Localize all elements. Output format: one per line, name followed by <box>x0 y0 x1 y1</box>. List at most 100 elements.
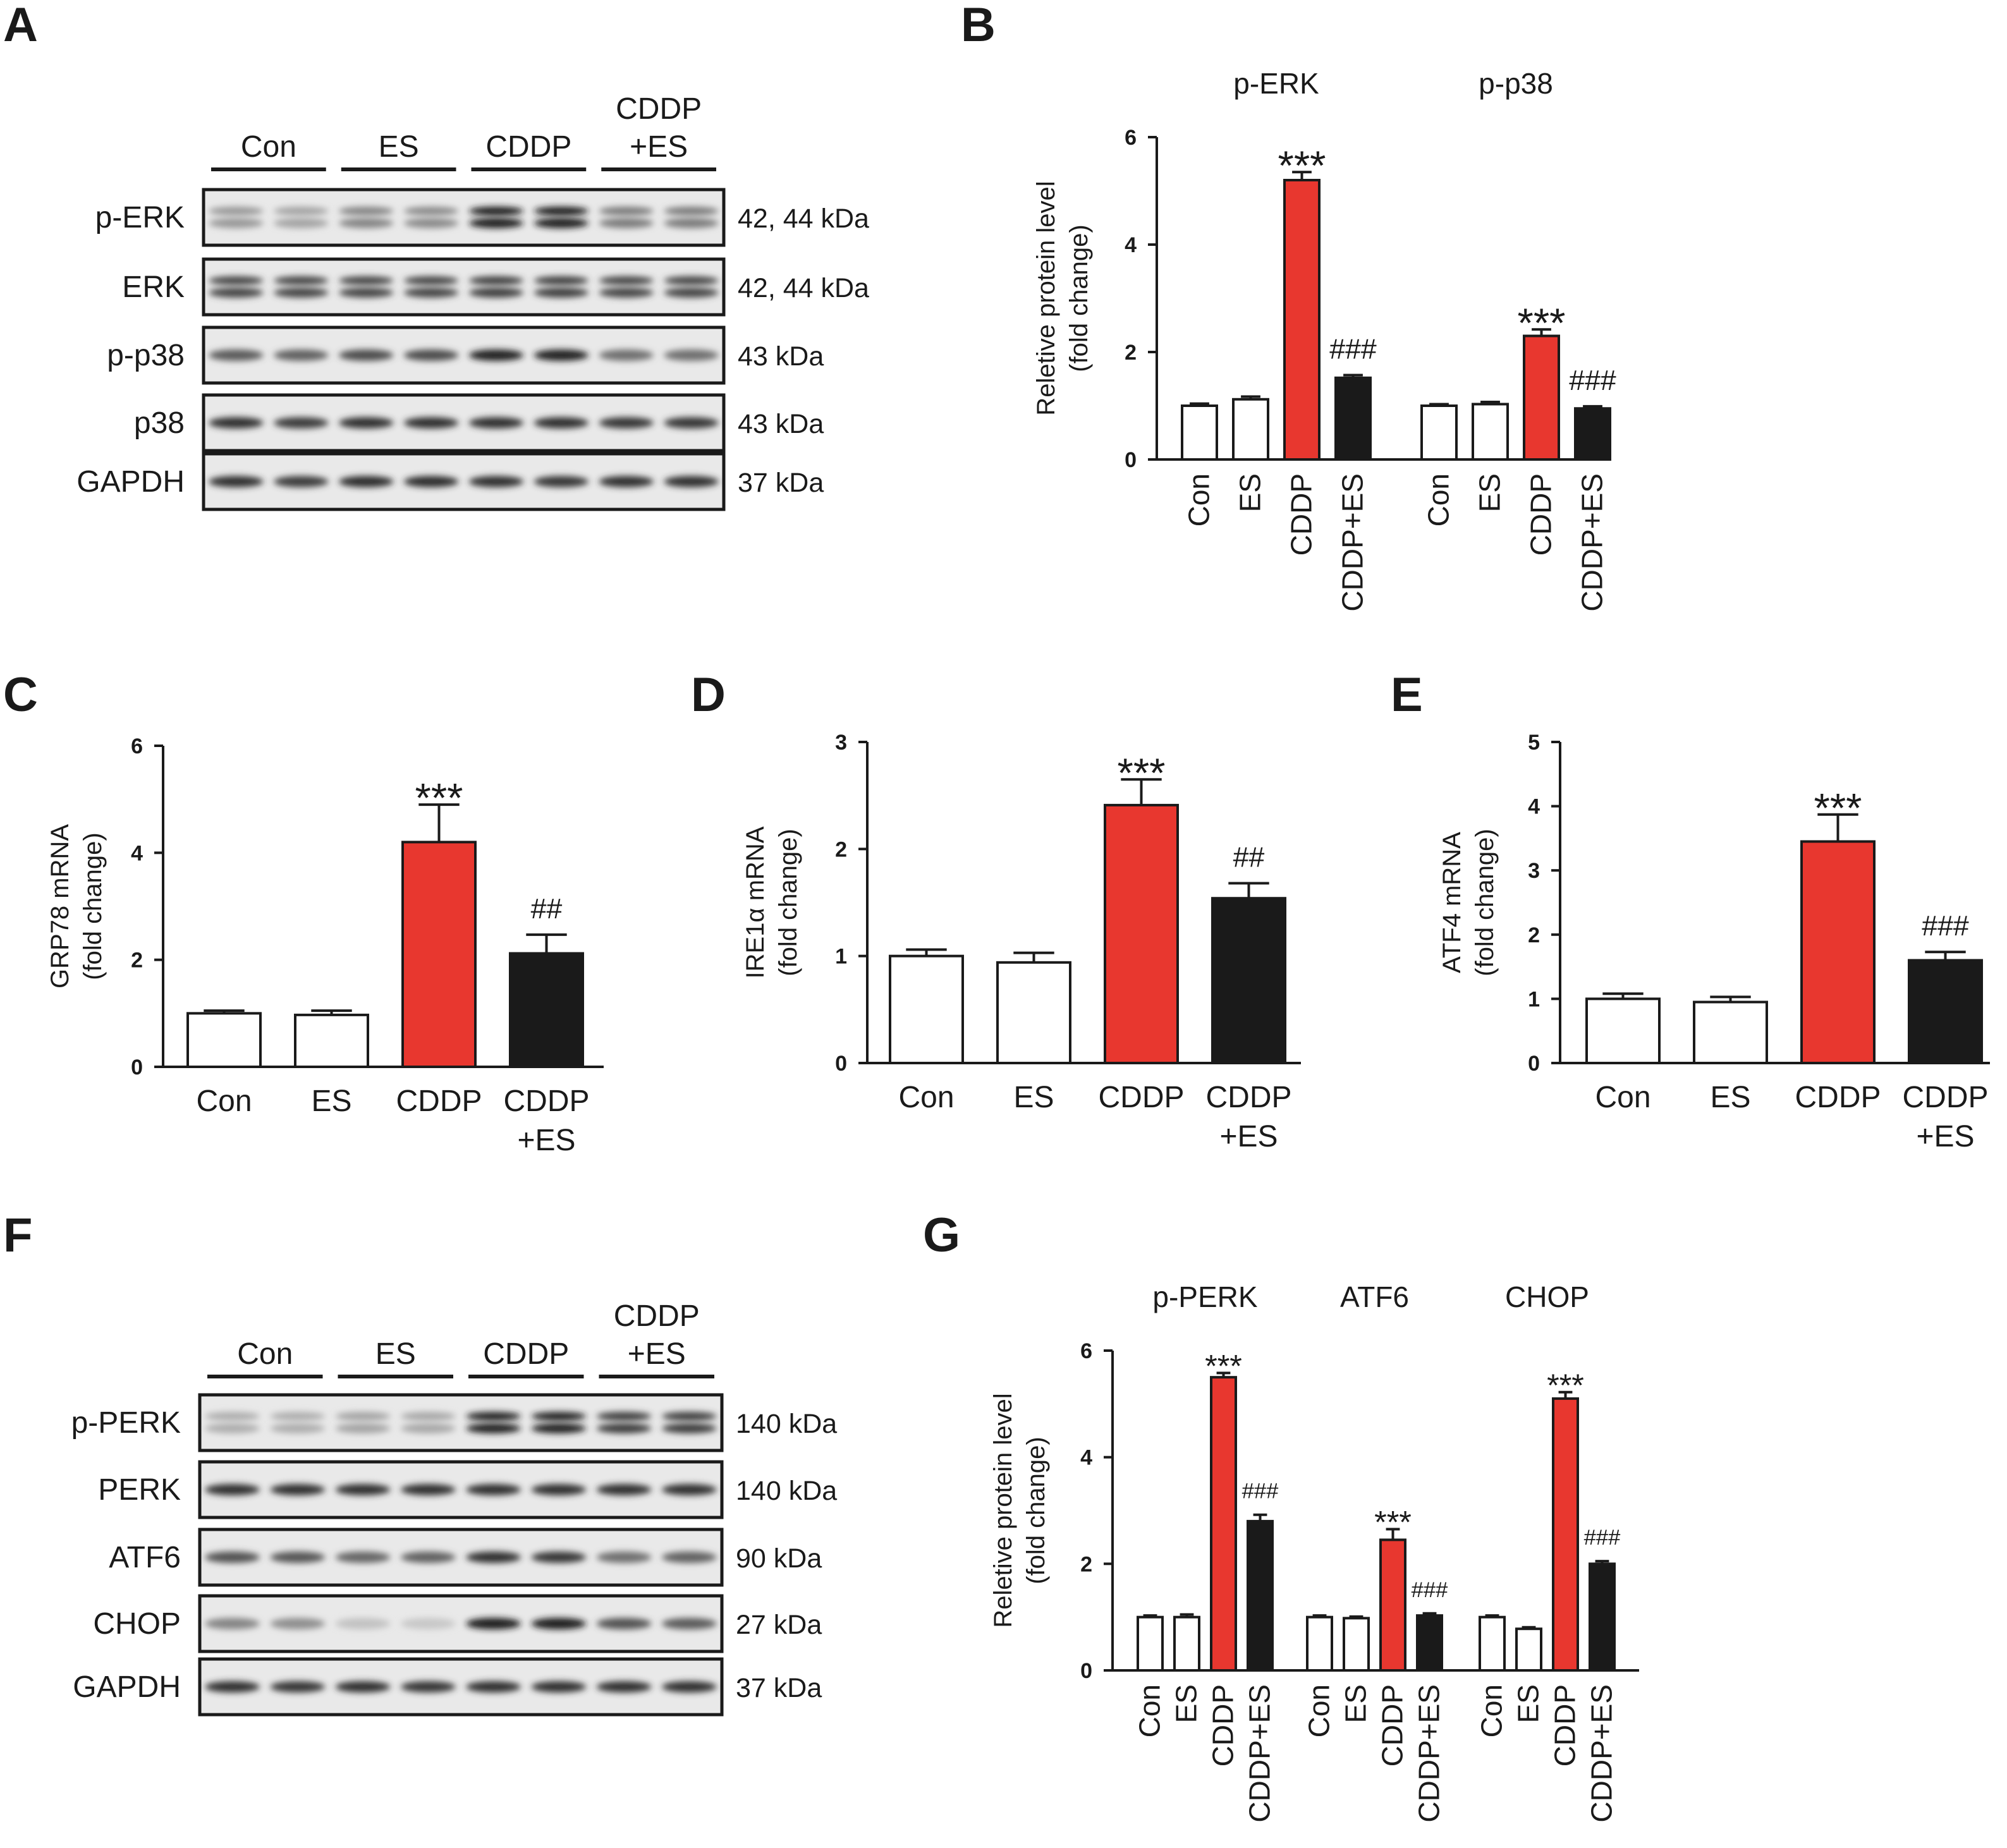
significance-stars: *** <box>1518 300 1566 346</box>
bar <box>1693 1000 1768 1064</box>
y-tick-label: 4 <box>1528 795 1540 819</box>
band <box>335 1618 391 1629</box>
bar <box>509 952 584 1069</box>
bar <box>1306 1615 1333 1672</box>
band <box>534 476 589 487</box>
x-tick-label: CDDP <box>1098 1081 1184 1114</box>
band <box>338 350 394 361</box>
group-label: CDDP <box>485 130 571 164</box>
blot-frame <box>202 257 726 317</box>
bar <box>1334 376 1372 461</box>
x-tick-label: CDDP <box>1525 473 1558 556</box>
y-tick-label: 0 <box>835 1052 847 1076</box>
y-tick-label: 0 <box>131 1055 143 1079</box>
band <box>599 417 654 429</box>
y-tick-label: 4 <box>1125 233 1137 257</box>
band <box>401 1618 456 1629</box>
band <box>664 207 719 216</box>
significance-hash: ### <box>1412 1578 1448 1602</box>
significance-hash: ## <box>1233 842 1265 873</box>
x-tick-label: CDDP+ES <box>1336 473 1369 612</box>
significance-hash: ## <box>531 894 563 925</box>
panel-label-e: E <box>1391 668 1423 722</box>
band <box>205 1618 260 1629</box>
band <box>274 218 329 228</box>
group-title: p-ERK <box>1233 67 1319 100</box>
x-tick-label: ES <box>1512 1684 1545 1723</box>
band <box>338 218 394 228</box>
y-tick-label: 0 <box>1125 448 1137 472</box>
band <box>662 1552 717 1563</box>
band <box>403 288 459 298</box>
y-axis-label: (fold change) <box>774 829 802 976</box>
band <box>664 476 719 487</box>
significance-hash: ### <box>1922 911 1969 942</box>
band <box>662 1484 717 1495</box>
y-tick-label: 3 <box>1528 859 1540 883</box>
band <box>596 1681 652 1693</box>
x-tick-label: Con <box>898 1081 954 1114</box>
group-title: ATF6 <box>1340 1280 1409 1313</box>
bar <box>1181 404 1218 461</box>
x-tick-label: CDDP <box>1795 1081 1881 1114</box>
band <box>335 1412 391 1421</box>
blot-size-label: 42, 44 kDa <box>738 204 869 234</box>
band <box>338 207 394 216</box>
band <box>209 350 264 361</box>
group-label: +ES <box>628 1337 686 1371</box>
x-tick-label: +ES <box>1219 1120 1278 1153</box>
chart-g: 0 2 4 6 Reletive protein level (fold change) p… <box>989 1280 1639 1823</box>
x-tick-label: ES <box>1710 1081 1750 1114</box>
y-tick-label: 0 <box>1528 1052 1540 1076</box>
bar <box>1283 179 1321 461</box>
x-tick-label: ES <box>311 1085 351 1118</box>
band <box>209 417 264 429</box>
bar <box>1173 1615 1200 1672</box>
band <box>338 276 394 285</box>
group-title: CHOP <box>1505 1280 1589 1313</box>
group-title: p-p38 <box>1479 67 1553 100</box>
band <box>534 218 589 228</box>
bar <box>1104 803 1179 1064</box>
blot-size-label: 140 kDa <box>736 1476 837 1506</box>
x-tick-label: CDDP <box>1205 1081 1291 1114</box>
panel-label-b: B <box>961 0 996 52</box>
significance-hash: ### <box>1329 334 1377 365</box>
bar <box>1232 398 1269 461</box>
band <box>274 288 329 298</box>
chart-c: 0 2 4 6 GRP78 mRNA (fold change) Con ES *** CDDP #… <box>46 734 604 1157</box>
band <box>534 207 589 216</box>
band <box>599 288 654 298</box>
bar <box>1515 1627 1542 1672</box>
band <box>468 207 524 216</box>
panel-label-c: C <box>3 668 38 722</box>
blot-frame <box>198 1393 724 1452</box>
y-axis-label: (fold change) <box>1065 224 1093 372</box>
x-tick-label: ES <box>1473 473 1506 512</box>
y-axis-label: Reletive protein level <box>989 1393 1017 1627</box>
band <box>466 1412 521 1421</box>
y-tick-label: 2 <box>131 949 143 973</box>
band <box>274 276 329 285</box>
band <box>599 476 654 487</box>
x-tick-label: Con <box>1422 473 1455 526</box>
band <box>531 1618 587 1629</box>
x-tick-label: CDDP <box>1549 1684 1582 1766</box>
bar <box>1552 1397 1579 1672</box>
panel-label-f: F <box>3 1208 32 1262</box>
x-tick-label: CDDP <box>503 1085 589 1118</box>
band <box>466 1552 521 1563</box>
y-tick-label: 5 <box>1528 731 1540 755</box>
significance-stars: *** <box>415 775 463 821</box>
band <box>662 1618 717 1629</box>
x-tick-label: Con <box>1303 1684 1336 1737</box>
significance-stars: *** <box>1278 142 1326 188</box>
band <box>335 1552 391 1563</box>
bar <box>1420 404 1458 461</box>
bar <box>1137 1615 1164 1672</box>
panel-label-a: A <box>3 0 38 52</box>
band <box>403 350 459 361</box>
y-axis-label: (fold change) <box>79 832 107 980</box>
band <box>534 350 589 361</box>
blot-row-label: ERK <box>122 271 185 304</box>
